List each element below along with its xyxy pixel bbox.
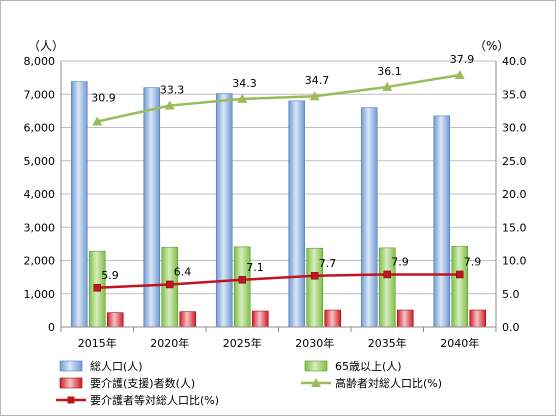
right-axis-tick-label: 0.0 [502, 321, 520, 334]
right-axis-tick-label: 20.0 [502, 188, 527, 201]
bars [70, 81, 487, 328]
data-label: 34.3 [232, 77, 257, 90]
right-axis-unit: （%） [474, 39, 509, 53]
square-marker [383, 270, 391, 279]
square-marker [93, 284, 101, 292]
legend-swatch [59, 377, 83, 389]
left-axis-tick-label: 2,000 [24, 255, 56, 268]
square-marker [166, 280, 174, 289]
bar-3 [106, 312, 124, 328]
bar-3 [251, 310, 269, 328]
left-axis-unit: （人） [28, 39, 64, 53]
right-axis-tick-label: 35.0 [502, 88, 527, 101]
bar-3 [324, 309, 342, 328]
right-axis-ticks: 0.0 5.0 10.0 15.0 20.0 25.0 30.0 35.0 40.0 [502, 55, 527, 334]
series-line [96, 73, 460, 123]
left-axis-ticks: 0 1,000 2,000 3,000 4,000 5,000 6,000 7,000 8,00… [24, 55, 56, 334]
legend-label: 要介護(支援)者数(人) [90, 376, 195, 390]
data-label: 7.9 [391, 255, 409, 268]
square-marker [456, 270, 464, 279]
square-marker [238, 276, 246, 284]
bar-1 [215, 93, 233, 328]
data-label: 33.3 [160, 84, 185, 97]
bar-3 [179, 311, 197, 328]
left-axis-tick-label: 0 [48, 321, 55, 334]
triangle-marker [92, 116, 103, 126]
legend-swatch [59, 360, 83, 372]
data-label: 34.7 [305, 74, 330, 87]
category-label: 2015年 [78, 336, 117, 350]
bar-3 [396, 309, 414, 328]
right-axis-tick-label: 5.0 [502, 288, 520, 301]
triangle-marker [309, 91, 320, 101]
data-labels: 30.9 33.3 34.3 34.7 36.1 37.9 5.9 6.4 7.1 7.7 7.9 7… [91, 53, 481, 282]
data-label: 7.7 [319, 257, 337, 270]
triangle-marker [454, 69, 465, 79]
bar-3 [469, 309, 487, 328]
left-axis-tick-label: 6,000 [24, 122, 56, 135]
legend-swatch [304, 360, 328, 372]
left-axis-tick-label: 4,000 [24, 188, 56, 201]
left-axis-tick-label: 8,000 [24, 55, 56, 68]
category-label: 2035年 [368, 336, 407, 350]
bar-1 [288, 100, 306, 328]
square-marker [311, 272, 319, 280]
legend-label: 65歳以上(人) [335, 360, 402, 373]
category-label: 2025年 [223, 336, 262, 350]
legend-label: 総人口(人) [90, 359, 143, 373]
right-axis-tick-label: 15.0 [502, 221, 527, 234]
left-axis-tick-label: 5,000 [24, 155, 56, 168]
left-axis-tick-label: 1,000 [24, 288, 56, 301]
triangle-marker [164, 100, 175, 110]
data-label: 7.9 [464, 255, 482, 268]
bar-1 [70, 81, 88, 328]
right-axis-tick-label: 40.0 [502, 55, 527, 68]
legend-label: 要介護者等対総人口比(%) [90, 393, 219, 407]
data-label: 37.9 [450, 53, 475, 66]
data-label: 6.4 [174, 265, 192, 278]
right-axis-tick-label: 25.0 [502, 155, 527, 168]
category-label: 2030年 [295, 336, 334, 350]
right-axis-tick-label: 30.0 [502, 122, 527, 135]
triangle-marker [237, 93, 248, 103]
axes [60, 61, 497, 332]
left-axis-tick-label: 7,000 [24, 88, 56, 101]
legend: 総人口(人) 65歳以上(人) 要介護(支援)者数(人) 高齢者対総人口比(%) 要介護… [56, 359, 442, 407]
series-lines [92, 69, 465, 292]
triangle-marker [382, 81, 393, 91]
bar-1 [143, 87, 161, 328]
data-label: 30.9 [91, 92, 116, 105]
bar-1 [360, 107, 378, 328]
category-labels: 2015年 2020年 2025年 2030年 2035年 2040年 [78, 336, 480, 350]
right-axis-tick-label: 10.0 [502, 255, 527, 268]
legend-label: 高齢者対総人口比(%) [335, 376, 442, 390]
bar-1 [433, 115, 451, 328]
category-label: 2040年 [440, 336, 479, 350]
legend-square-marker [67, 396, 75, 404]
data-label: 5.9 [101, 269, 119, 282]
series-line [97, 273, 460, 290]
left-axis-tick-label: 3,000 [24, 221, 56, 234]
data-label: 7.1 [246, 261, 264, 274]
bar-2 [233, 246, 251, 328]
category-label: 2020年 [150, 336, 189, 350]
legend-triangle-marker [311, 378, 321, 387]
data-label: 36.1 [377, 65, 402, 78]
